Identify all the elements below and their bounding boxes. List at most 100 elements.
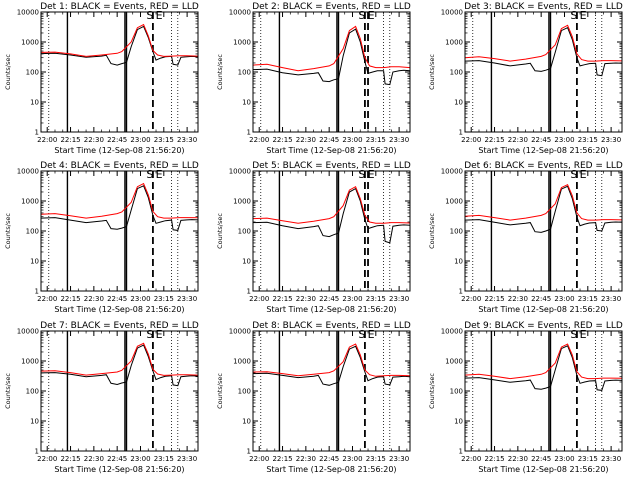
- y-tick-label: 1000: [445, 358, 463, 366]
- y-tick-label: 10: [242, 99, 251, 107]
- end-marker-letter: E: [368, 168, 375, 181]
- y-tick-label: 1000: [445, 39, 463, 47]
- lld-rate-line: [252, 343, 411, 377]
- x-tick-label: 22:45: [531, 136, 551, 144]
- y-tick-label: 1000: [21, 358, 39, 366]
- end-marker-letter: E: [368, 328, 375, 341]
- x-tick-label: 22:30: [296, 295, 316, 303]
- start-marker-letter: S: [358, 328, 365, 341]
- lld-rate-line: [252, 185, 411, 224]
- x-tick-label: 22:15: [60, 455, 80, 463]
- y-tick-label: 10000: [17, 168, 39, 176]
- y-tick-label: 10: [242, 258, 251, 266]
- x-tick-label: 23:30: [177, 295, 197, 303]
- y-tick-label: 10000: [17, 9, 39, 17]
- x-tick-label: 22:45: [107, 455, 127, 463]
- x-tick-label: 23:15: [154, 295, 174, 303]
- y-tick-label: 1000: [21, 39, 39, 47]
- y-tick-label: 1000: [21, 198, 39, 206]
- end-marker-letter: E: [156, 168, 163, 181]
- x-tick-label: 22:15: [272, 295, 292, 303]
- events-rate-line: [40, 185, 199, 231]
- x-tick-label: 22:30: [508, 295, 528, 303]
- x-tick-label: 22:45: [107, 295, 127, 303]
- y-tick-label: 100: [238, 69, 251, 77]
- detector-panel: Det 1: BLACK = Events, RED = LLD Counts/s…: [4, 2, 199, 155]
- x-axis-label: Start Time (12-Sep-08 21:56:20): [54, 146, 184, 155]
- panel-title: Det 7: BLACK = Events, RED = LLD: [40, 321, 199, 331]
- start-marker-letter: S: [570, 9, 577, 22]
- x-tick-label: 23:30: [601, 455, 621, 463]
- y-tick-label: 10000: [229, 168, 251, 176]
- y-tick-label: 1: [35, 288, 39, 296]
- y-tick-label: 1000: [233, 39, 251, 47]
- detector-panel: Det 4: BLACK = Events, RED = LLD Counts/s…: [4, 161, 199, 314]
- plot-frame: [40, 330, 199, 452]
- start-marker-letter: S: [570, 328, 577, 341]
- panel-title: Det 6: BLACK = Events, RED = LLD: [464, 161, 623, 171]
- x-tick-label: 22:45: [531, 455, 551, 463]
- x-tick-label: 22:00: [249, 295, 269, 303]
- events-rate-line: [40, 344, 199, 387]
- y-tick-label: 100: [26, 228, 39, 236]
- x-tick-label: 23:30: [389, 136, 409, 144]
- y-axis-label: Counts/sec: [216, 54, 224, 90]
- y-tick-label: 1000: [233, 358, 251, 366]
- detector-panel: Det 6: BLACK = Events, RED = LLD Counts/s…: [428, 161, 623, 314]
- lld-rate-line: [464, 24, 623, 62]
- x-tick-label: 22:30: [84, 136, 104, 144]
- lld-rate-line: [464, 343, 623, 380]
- y-tick-label: 10: [454, 99, 463, 107]
- y-axis-label: Counts/sec: [428, 373, 436, 409]
- x-tick-label: 22:00: [37, 455, 57, 463]
- panel-title: Det 4: BLACK = Events, RED = LLD: [40, 161, 199, 171]
- lld-rate-line: [40, 23, 199, 57]
- y-tick-label: 1000: [445, 198, 463, 206]
- x-axis-label: Start Time (12-Sep-08 21:56:20): [478, 465, 608, 474]
- x-tick-label: 23:15: [578, 136, 598, 144]
- end-marker-letter: E: [156, 9, 163, 22]
- plot-frame: [40, 170, 199, 292]
- y-tick-label: 10: [30, 258, 39, 266]
- start-marker-letter: S: [570, 168, 577, 181]
- y-tick-label: 10000: [229, 328, 251, 336]
- x-tick-label: 22:45: [107, 136, 127, 144]
- x-tick-label: 22:30: [84, 455, 104, 463]
- x-axis-label: Start Time (12-Sep-08 21:56:20): [478, 146, 608, 155]
- y-tick-label: 1: [247, 129, 251, 137]
- events-rate-line: [252, 28, 411, 86]
- x-tick-label: 23:30: [177, 136, 197, 144]
- x-tick-label: 22:15: [272, 136, 292, 144]
- lld-rate-line: [464, 184, 623, 221]
- x-tick-label: 22:15: [60, 136, 80, 144]
- y-axis-label: Counts/sec: [428, 213, 436, 249]
- x-tick-label: 22:15: [484, 295, 504, 303]
- x-tick-label: 23:00: [342, 136, 362, 144]
- detector-panel: Det 3: BLACK = Events, RED = LLD Counts/s…: [428, 2, 623, 155]
- start-marker-letter: S: [146, 9, 153, 22]
- plot-frame: [464, 11, 623, 133]
- x-tick-label: 23:15: [578, 295, 598, 303]
- x-tick-label: 23:30: [389, 295, 409, 303]
- y-axis-label: Counts/sec: [428, 54, 436, 90]
- y-tick-label: 1: [459, 288, 463, 296]
- plot-frame: [252, 330, 411, 452]
- events-rate-line: [252, 187, 411, 244]
- detector-panel: Det 2: BLACK = Events, RED = LLD Counts/s…: [216, 2, 411, 155]
- x-tick-label: 22:15: [484, 455, 504, 463]
- x-tick-label: 22:00: [37, 136, 57, 144]
- x-tick-label: 23:15: [366, 455, 386, 463]
- y-tick-label: 100: [450, 388, 463, 396]
- x-tick-label: 23:00: [130, 455, 150, 463]
- y-tick-label: 1000: [233, 198, 251, 206]
- x-tick-label: 22:30: [508, 136, 528, 144]
- start-marker-letter: S: [358, 9, 365, 22]
- x-tick-label: 22:15: [272, 455, 292, 463]
- x-tick-label: 22:00: [37, 295, 57, 303]
- x-tick-label: 23:30: [389, 455, 409, 463]
- x-axis-label: Start Time (12-Sep-08 21:56:20): [266, 305, 396, 314]
- y-tick-label: 10: [30, 418, 39, 426]
- y-tick-label: 10000: [229, 9, 251, 17]
- y-tick-label: 1: [459, 129, 463, 137]
- x-tick-label: 22:45: [319, 136, 339, 144]
